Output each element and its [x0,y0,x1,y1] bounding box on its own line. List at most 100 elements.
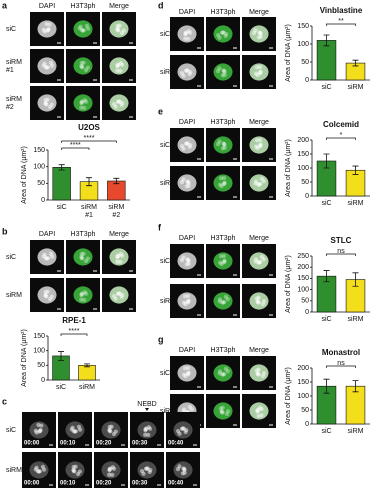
significance-bracket [61,147,90,150]
chromatin [71,467,76,472]
chromatin [223,294,228,299]
chromatin [43,100,48,105]
column-header: H3T3ph [211,235,236,242]
chromatin [222,258,227,263]
chromatin [111,101,117,107]
chromatin [79,63,84,68]
chromatin [79,105,84,110]
y-tick-label: 200 [297,365,309,372]
nucleus [213,63,233,81]
chromatin [118,259,123,264]
panel-label: e [158,106,163,116]
nucleus [73,20,93,38]
y-axis-label: Area of DNA (μm²) [285,255,292,313]
row-label: siC [6,26,16,33]
error-bar [58,351,64,361]
column-header: H3T3ph [71,3,96,10]
error-bar [323,34,330,47]
significance-label: * [340,132,343,139]
chromatin [82,290,87,295]
x-tick-label: siRM [348,200,364,207]
x-tick-label: siC [57,204,67,211]
row-label: siRM [160,69,176,76]
significance-bracket [61,140,117,143]
y-tick-label: 50 [301,179,309,186]
nucleus [73,94,93,112]
chromatin [181,426,186,431]
chromatin [222,69,227,75]
chromatin [222,259,227,264]
time-stamp: 00:00 [24,481,40,487]
column-header: Merge [109,231,129,238]
x-tick-label: siRM #1 [81,204,97,219]
chromatin [256,367,261,372]
chromatin [225,297,230,302]
chromatin [81,251,86,256]
chromatin [182,372,187,377]
significance-label: **** [69,328,80,335]
chromatin [217,369,223,374]
chromatin [79,100,84,105]
column-header: DAPI [39,3,55,10]
chromatin [186,36,191,41]
panel-label: g [158,334,164,344]
chromatin [34,465,39,470]
chromatin [217,66,222,71]
time-stamp: 00:20 [96,441,112,447]
chromatin [84,99,89,104]
chromatin [258,31,263,37]
chromatin [73,464,78,469]
chromatin [186,180,191,186]
chromatin [217,299,222,304]
chromatin [84,291,89,296]
chromatin [185,141,190,146]
error-bar [352,380,359,393]
significance-label: ns [337,248,345,255]
x-tick-label: siRM [348,316,364,323]
row-label: siC [160,370,170,377]
significance-label: **** [70,142,81,149]
x-tick-label: siC [321,428,331,435]
chromatin [79,101,84,106]
chromatin [221,300,226,305]
chromatin [181,177,186,182]
y-tick-label: 100 [297,41,309,48]
chromatin [256,260,261,265]
y-tick-label: 0 [305,77,309,84]
chromatin [79,60,84,66]
chromatin [259,406,264,412]
x-tick-label: siC [321,84,331,91]
chromatin [223,366,228,371]
chromatin [107,427,112,432]
nucleus [73,57,93,75]
chromatin [255,371,260,376]
chromatin [254,144,259,149]
significance-bracket [326,137,356,140]
chromatin [120,253,125,258]
chromatin [222,371,227,377]
chromatin [45,28,50,33]
chromatin [41,27,46,32]
x-tick-label: siRM [348,84,364,91]
chromatin [185,300,191,305]
x-tick-label: siC [56,384,66,391]
chromatin [75,471,81,477]
chromatin [221,182,227,187]
panel-label: b [2,226,8,236]
chromatin [80,256,85,261]
chromatin [79,297,84,302]
chromatin [117,291,122,296]
chromatin [79,293,84,298]
y-tick-label: 200 [297,264,309,271]
chromatin [81,28,86,33]
nucleus [213,25,233,43]
chromatin [85,256,90,261]
chromatin [80,291,85,296]
chromatin [119,102,124,108]
chromatin [116,62,121,67]
y-tick-label: 100 [297,165,309,172]
chromatin [218,182,223,187]
nucleus [213,136,233,154]
column-header: H3T3ph [71,231,96,238]
chromatin [221,260,227,265]
